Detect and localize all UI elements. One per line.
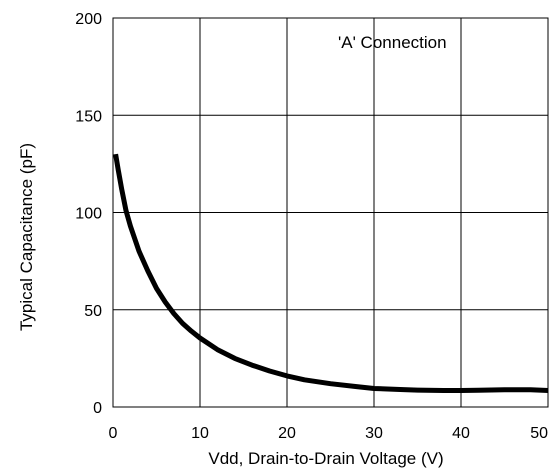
x-tick-label: 50 — [530, 425, 548, 442]
x-tick-label: 40 — [452, 425, 470, 442]
y-tick-labels: 0 50 100 150 200 — [75, 11, 102, 417]
y-tick-label: 150 — [75, 108, 102, 125]
y-axis-title: Typical Capacitance (pF) — [17, 143, 36, 331]
connection-annotation: 'A' Connection — [338, 33, 447, 52]
x-tick-label: 10 — [191, 425, 209, 442]
x-tick-label: 0 — [109, 425, 118, 442]
capacitance-curve — [113, 153, 549, 393]
y-tick-label: 100 — [75, 206, 102, 223]
x-tick-labels: 0 10 20 30 40 50 — [109, 425, 549, 442]
plot-frame — [112, 17, 549, 408]
y-tick-label: 50 — [84, 303, 102, 320]
grid — [113, 18, 548, 407]
y-tick-label: 200 — [75, 11, 102, 28]
y-tick-label: 0 — [93, 400, 102, 417]
x-tick-label: 20 — [278, 425, 296, 442]
x-tick-label: 30 — [365, 425, 383, 442]
x-axis-title: Vdd, Drain-to-Drain Voltage (V) — [208, 449, 443, 468]
